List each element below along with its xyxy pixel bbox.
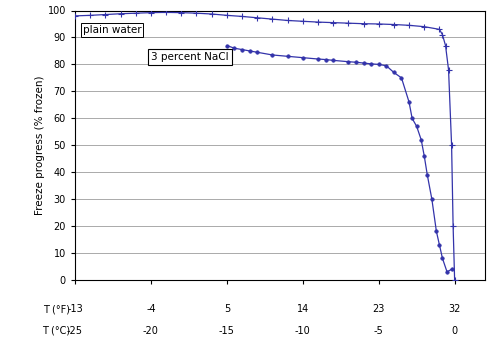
Text: T (°C): T (°C) [42, 326, 70, 336]
Text: plain water: plain water [82, 25, 141, 35]
Text: -20: -20 [143, 326, 159, 336]
Text: -5: -5 [374, 326, 384, 336]
Text: 32: 32 [448, 304, 461, 315]
Text: -4: -4 [146, 304, 156, 315]
Text: T (°F): T (°F) [43, 304, 70, 315]
Text: -13: -13 [67, 304, 83, 315]
Text: 23: 23 [372, 304, 385, 315]
Text: 14: 14 [296, 304, 309, 315]
Text: -10: -10 [295, 326, 310, 336]
Text: -15: -15 [219, 326, 235, 336]
Text: 5: 5 [224, 304, 230, 315]
Text: 3 percent NaCl: 3 percent NaCl [151, 52, 228, 62]
Text: 0: 0 [452, 326, 458, 336]
Text: -25: -25 [67, 326, 83, 336]
Y-axis label: Freeze progress (% frozen): Freeze progress (% frozen) [35, 76, 45, 215]
